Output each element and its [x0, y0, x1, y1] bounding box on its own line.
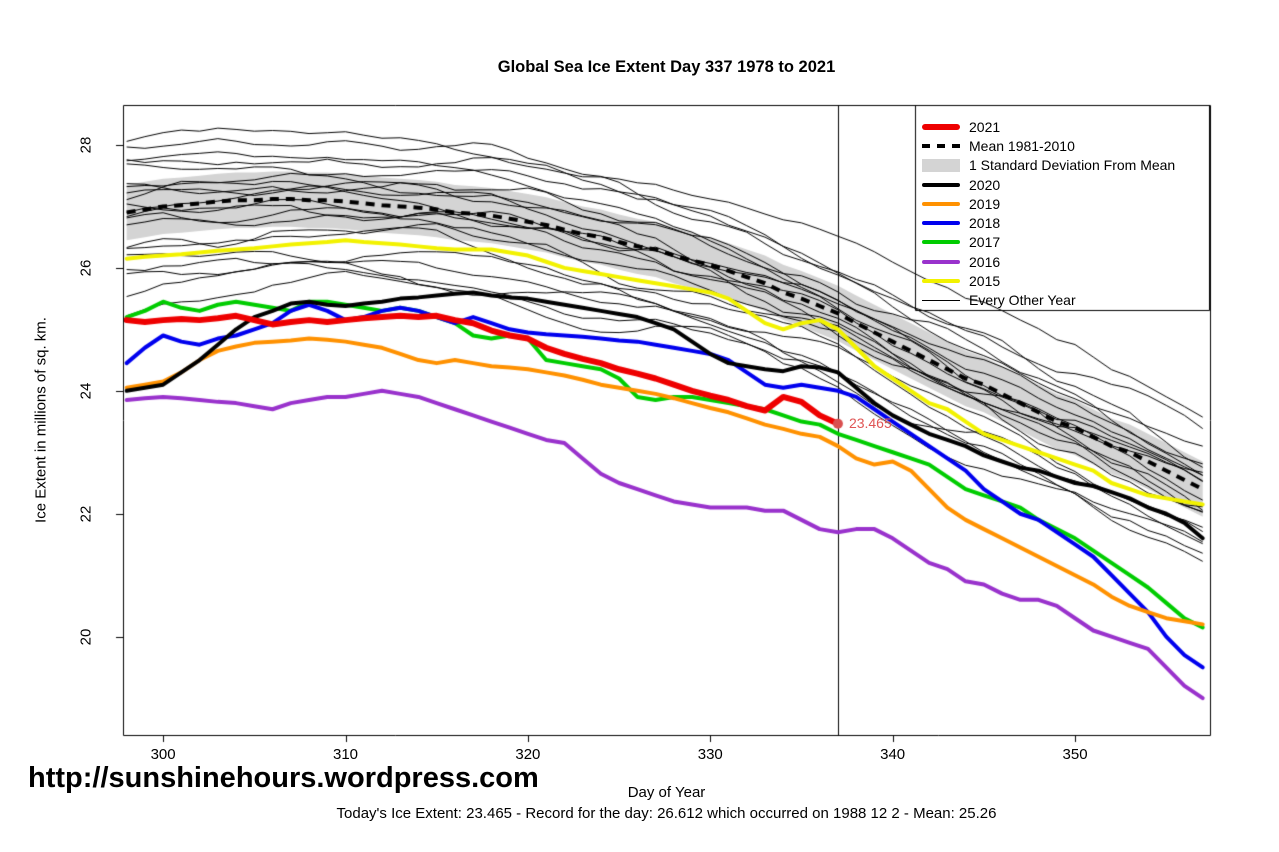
- legend-swatch-thick4: [922, 279, 960, 284]
- legend-swatch-thick6: [922, 123, 960, 130]
- legend-label: 1 Standard Deviation From Mean: [969, 157, 1176, 174]
- y-axis-label: Ice Extent in millions of sq. km.: [32, 317, 50, 523]
- x-tick-label: 310: [332, 746, 359, 763]
- legend-label: 2018: [969, 215, 1001, 232]
- legend: 2021 Mean 1981-2010 1 Standard Deviation F…: [922, 117, 1175, 310]
- legend-swatch-thick4: [922, 221, 960, 226]
- legend-label: 2021: [969, 118, 1001, 135]
- legend-item-2017: 2017: [922, 233, 1175, 252]
- legend-label: 2020: [969, 176, 1001, 193]
- legend-label: 2017: [969, 234, 1001, 251]
- y-tick-label: 22: [77, 505, 95, 523]
- legend-swatch-thick4: [922, 240, 960, 245]
- x-axis-label: Day of Year: [627, 784, 706, 801]
- legend-item-2020: 2020: [922, 175, 1175, 194]
- x-tick-label: 340: [880, 746, 906, 763]
- legend-swatch-thick4: [922, 259, 960, 264]
- legend-item-1-standard-deviation-from-mean: 1 Standard Deviation From Mean: [922, 156, 1175, 175]
- x-tick-label: 350: [1062, 746, 1088, 763]
- legend-label: 2015: [969, 273, 1001, 290]
- legend-label: 2016: [969, 253, 1001, 270]
- legend-label: Every Other Year: [969, 292, 1076, 309]
- y-tick-label: 26: [77, 259, 95, 277]
- legend-item-2021: 2021: [922, 117, 1175, 136]
- footer-url: http://sunshinehours.wordpress.com: [28, 762, 539, 794]
- legend-swatch-thick4: [922, 201, 960, 206]
- legend-swatch-dashed: [922, 143, 960, 148]
- y-tick-label: 24: [77, 382, 95, 400]
- legend-swatch-band: [922, 158, 960, 172]
- x-tick-label: 330: [697, 746, 723, 763]
- legend-item-2016: 2016: [922, 252, 1175, 271]
- legend-swatch-thin: [922, 299, 960, 302]
- x-tick-label: 300: [150, 746, 176, 763]
- legend-label: 2019: [969, 195, 1001, 212]
- legend-item-2018: 2018: [922, 213, 1175, 232]
- legend-item-2015: 2015: [922, 271, 1175, 290]
- y-tick-label: 28: [77, 136, 95, 154]
- y-tick-label: 20: [77, 628, 95, 645]
- legend-swatch-thick4: [922, 182, 960, 187]
- current-value-annotation: 23.465: [848, 414, 892, 431]
- caption: Today's Ice Extent: 23.465 - Record for …: [336, 805, 997, 822]
- chart-title: Global Sea Ice Extent Day 337 1978 to 20…: [497, 58, 836, 76]
- legend-item-2019: 2019: [922, 194, 1175, 213]
- x-tick-label: 320: [515, 746, 541, 763]
- legend-item-mean-1981-2010: Mean 1981-2010: [922, 136, 1175, 155]
- legend-item-every-other-year: Every Other Year: [922, 291, 1175, 310]
- legend-label: Mean 1981-2010: [969, 137, 1075, 154]
